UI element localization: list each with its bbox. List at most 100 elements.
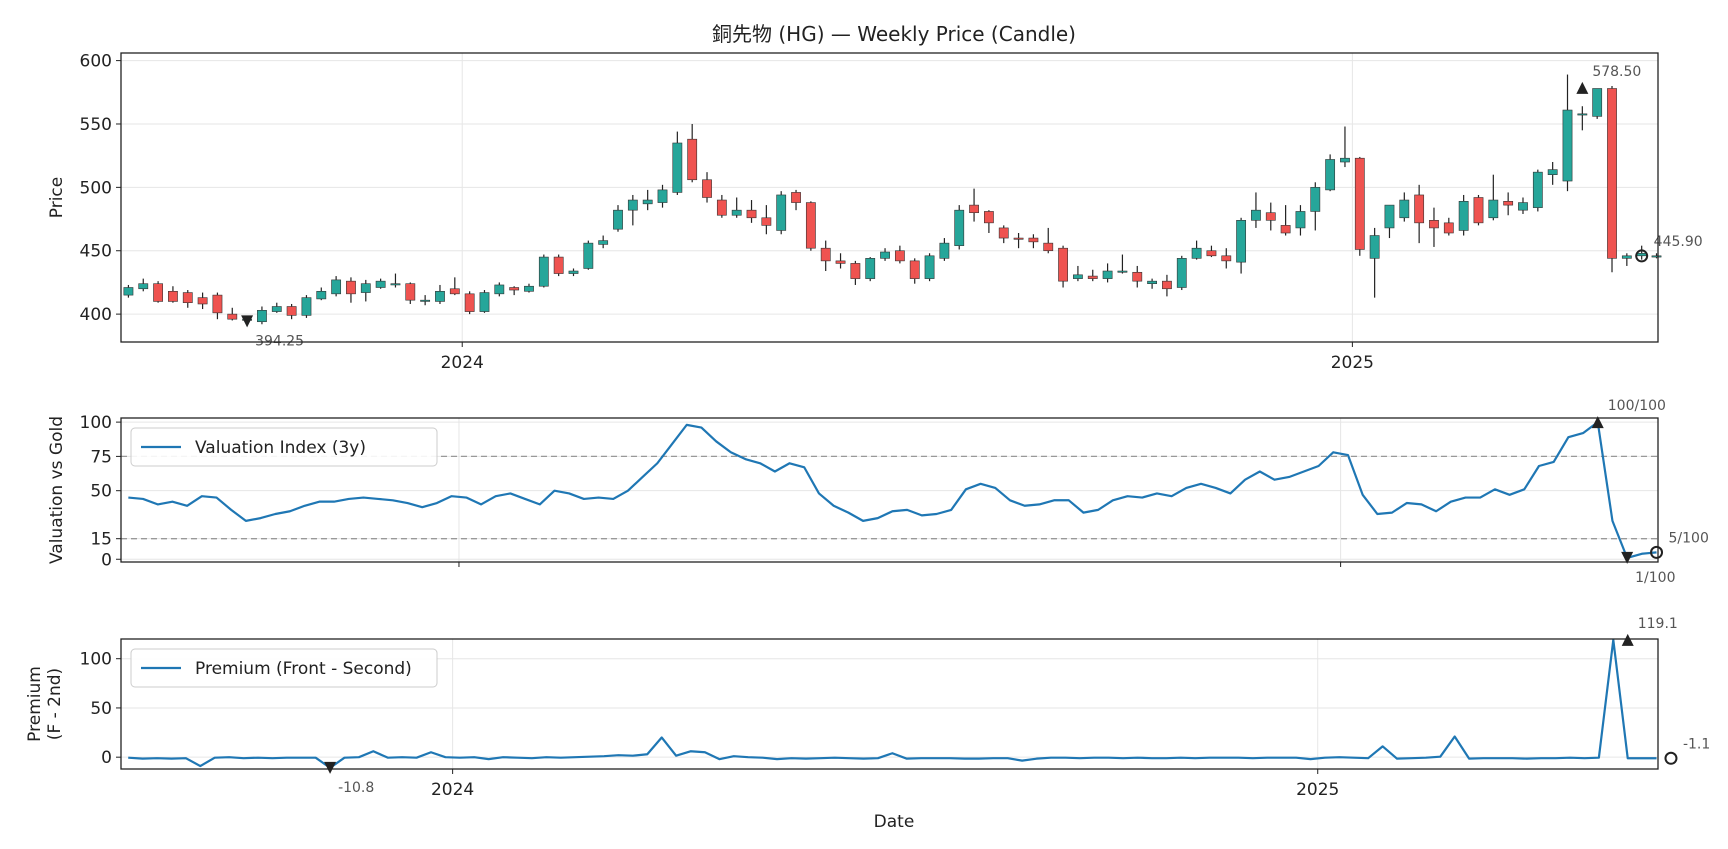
plot-frame xyxy=(120,52,1659,343)
candle-body xyxy=(1295,211,1306,229)
candle-body xyxy=(865,258,876,279)
y-axis-label-line2: (F - 2nd) xyxy=(45,668,65,740)
candle-body xyxy=(850,263,861,279)
annotation-label: 1/100 xyxy=(1635,570,1675,586)
candle-body xyxy=(1102,270,1113,279)
candle-body xyxy=(524,285,534,292)
chart-title: 銅先物 (HG) — Weekly Price (Candle) xyxy=(712,22,1076,46)
candle-body xyxy=(1221,255,1232,262)
y-tick-label: 15 xyxy=(90,530,112,550)
last-value-marker xyxy=(1635,249,1649,263)
x-axis-label: Date xyxy=(874,812,915,832)
candle-body xyxy=(924,255,935,279)
candle-body xyxy=(805,202,816,249)
candle-body xyxy=(449,288,460,295)
candle-body xyxy=(494,284,505,295)
candle-body xyxy=(212,294,223,314)
max-marker xyxy=(1591,416,1604,429)
candle-body xyxy=(894,250,905,262)
candle-body xyxy=(1369,235,1380,259)
y-tick-label: 100 xyxy=(80,650,112,670)
candle-body xyxy=(1651,255,1662,258)
candle-body xyxy=(1414,194,1425,224)
candle-body xyxy=(672,142,683,193)
max-marker xyxy=(1621,633,1634,646)
series-line xyxy=(128,638,1657,769)
y-tick-label: 50 xyxy=(90,699,112,719)
candle-body xyxy=(702,179,712,198)
candle-body xyxy=(1265,212,1276,221)
candle-body xyxy=(1384,204,1395,229)
candle-body xyxy=(1028,237,1039,243)
candle-body xyxy=(1607,88,1617,259)
candle-body xyxy=(1132,271,1143,282)
candle-body xyxy=(909,260,920,279)
candle-body xyxy=(1458,201,1469,231)
candle-body xyxy=(835,260,846,264)
max-marker xyxy=(1576,81,1589,94)
min-marker xyxy=(241,315,254,328)
min-marker xyxy=(1621,551,1634,564)
candle-body xyxy=(642,199,653,205)
candle-body xyxy=(168,290,178,302)
candle-body xyxy=(331,279,342,295)
candle-body xyxy=(153,283,163,302)
candle-body xyxy=(746,209,757,219)
candle-body xyxy=(1621,255,1632,259)
candle-body xyxy=(1562,109,1573,182)
annotation-label: 100/100 xyxy=(1608,398,1666,414)
candle-body xyxy=(939,242,950,259)
candle-body xyxy=(435,290,445,302)
candle-body xyxy=(538,256,549,287)
candle-body xyxy=(1280,225,1291,234)
candle-body xyxy=(405,283,416,301)
candle-body xyxy=(1577,113,1588,116)
y-tick-label: 50 xyxy=(90,482,112,502)
candle-body xyxy=(716,199,727,216)
y-tick-label: 450 xyxy=(80,242,112,262)
candle-body xyxy=(301,297,312,316)
valuation-panel: 015 50 75 100 100/100 1/100 5/100 Valuation vs … xyxy=(47,398,1709,586)
annotation-label: 5/100 xyxy=(1669,530,1709,546)
plot-frame xyxy=(120,417,1659,563)
candle-body xyxy=(1162,280,1172,290)
x-tick-label: 2024 xyxy=(431,780,474,800)
y-tick-label: 550 xyxy=(80,115,112,135)
series-line xyxy=(128,421,1657,559)
candle-body xyxy=(998,227,1009,239)
candle-body xyxy=(509,287,520,291)
candle-body xyxy=(1636,252,1647,257)
candle-body xyxy=(271,306,282,312)
candle-body xyxy=(1503,201,1514,206)
y-tick-label: 500 xyxy=(80,178,112,198)
candle-body xyxy=(1443,222,1454,234)
candle-body xyxy=(1592,88,1603,117)
candle-body xyxy=(182,292,193,304)
candle-body xyxy=(123,287,134,296)
annotation-label: 445.90 xyxy=(1654,234,1703,250)
annotation-label: 578.50 xyxy=(1592,64,1641,80)
candle-body xyxy=(257,310,267,323)
y-tick-label: 100 xyxy=(80,413,112,433)
candle-body xyxy=(954,209,965,246)
legend-box xyxy=(130,648,438,688)
candle-body xyxy=(1325,159,1336,191)
candle-body xyxy=(969,204,979,214)
y-tick-label: 75 xyxy=(90,447,112,467)
y-axis-label: Price xyxy=(47,177,67,218)
candle-body xyxy=(657,189,668,203)
candle-body xyxy=(197,297,208,305)
candle-body xyxy=(1518,202,1528,211)
candle-body xyxy=(613,209,623,230)
candle-body xyxy=(1532,171,1543,208)
candle-body xyxy=(1310,187,1321,212)
premium-panel: 0 50 100 2024 2025 -10.8 119.1 -1.1 Premium (F - … xyxy=(25,616,1710,800)
plot-frame xyxy=(120,638,1659,770)
y-tick-label: 0 xyxy=(101,748,112,768)
candle-body xyxy=(390,283,401,286)
candle-body xyxy=(479,292,490,312)
candle-body xyxy=(1176,258,1187,288)
y-axis-label: Valuation vs Gold xyxy=(47,416,67,564)
candle-body xyxy=(1013,237,1024,240)
